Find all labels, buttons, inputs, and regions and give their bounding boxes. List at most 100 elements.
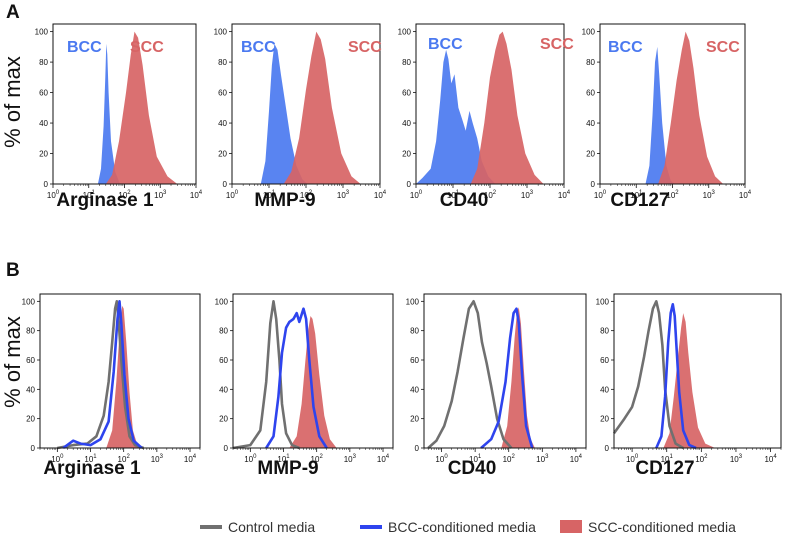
y-tick-label: 40 bbox=[218, 119, 227, 128]
y-tick-label: 80 bbox=[26, 327, 35, 336]
y-axis-label-b: % of max bbox=[0, 316, 25, 408]
label-bcc: BCC bbox=[608, 39, 643, 56]
label-scc: SCC bbox=[706, 39, 740, 56]
histogram-b-cd40: 0 20 40 60 80 100 100 101 102 103 104 CD40 bbox=[406, 293, 587, 479]
y-tick-label: 100 bbox=[596, 297, 610, 306]
label-bcc: BCC bbox=[67, 39, 102, 56]
series-line-bcc-conditioned-media bbox=[265, 307, 328, 449]
x-tick-label: 103 bbox=[536, 454, 549, 464]
histogram-a-arginase-1: 0 20 40 60 80 100 100 101 102 103 104 Arginase 1 BCC… bbox=[35, 23, 203, 211]
legend: Control media BCC-conditioned media SCC-… bbox=[200, 519, 736, 535]
y-tick-label: 80 bbox=[586, 58, 595, 67]
y-tick-label: 40 bbox=[402, 119, 411, 128]
x-axis-title: CD40 bbox=[448, 458, 497, 479]
y-tick-label: 60 bbox=[410, 356, 419, 365]
histogram-a-cd40: 0 20 40 60 80 100 100 101 102 103 104 CD40 BCC SCC bbox=[398, 23, 574, 211]
x-tick-label: 102 bbox=[118, 454, 131, 464]
y-tick-label: 100 bbox=[215, 297, 229, 306]
x-tick-label: 103 bbox=[730, 454, 743, 464]
y-tick-label: 100 bbox=[582, 28, 596, 37]
y-tick-label: 0 bbox=[223, 180, 228, 189]
y-tick-label: 60 bbox=[39, 89, 48, 98]
x-tick-label: 103 bbox=[151, 454, 164, 464]
y-tick-label: 100 bbox=[214, 28, 228, 37]
plot-frame bbox=[423, 293, 587, 449]
histogram-b-mmp-9: 0 20 40 60 80 100 100 101 102 103 104 MMP-9 bbox=[215, 293, 394, 479]
x-tick-label: 100 bbox=[244, 454, 257, 464]
legend-swatch-scc bbox=[560, 520, 582, 533]
y-tick-label: 80 bbox=[402, 58, 411, 67]
y-tick-label: 80 bbox=[600, 327, 609, 336]
plot-frame bbox=[232, 293, 394, 449]
panel-letter-b: B bbox=[6, 260, 20, 281]
series-line-control-media bbox=[427, 300, 513, 449]
plot-frame bbox=[39, 293, 201, 449]
y-tick-label: 20 bbox=[586, 150, 595, 159]
y-tick-label: 80 bbox=[218, 58, 227, 67]
y-tick-label: 40 bbox=[26, 385, 35, 394]
x-axis-title: MMP-9 bbox=[254, 190, 315, 211]
x-tick-label: 102 bbox=[503, 454, 516, 464]
label-bcc: BCC bbox=[241, 39, 276, 56]
y-tick-label: 60 bbox=[600, 356, 609, 365]
series-fill-scc-conditioned-media bbox=[663, 313, 716, 448]
y-tick-label: 0 bbox=[407, 180, 412, 189]
x-tick-label: 101 bbox=[661, 454, 674, 464]
y-tick-label: 40 bbox=[39, 119, 48, 128]
y-tick-label: 0 bbox=[31, 444, 36, 453]
x-axis-title: CD127 bbox=[610, 190, 669, 211]
y-tick-label: 80 bbox=[39, 58, 48, 67]
y-tick-label: 100 bbox=[35, 28, 49, 37]
series-fill-scc bbox=[658, 31, 724, 184]
series-fill-bcc bbox=[97, 43, 120, 184]
x-tick-label: 104 bbox=[739, 190, 752, 200]
y-tick-label: 40 bbox=[600, 385, 609, 394]
series-line-control-media bbox=[232, 300, 300, 450]
y-tick-label: 0 bbox=[44, 180, 49, 189]
x-tick-label: 100 bbox=[226, 190, 239, 200]
x-tick-label: 104 bbox=[374, 190, 387, 200]
histogram-panels: 0 20 40 60 80 100 100 101 102 103 104 Arginase 1 BCC… bbox=[22, 23, 782, 479]
series-line-bcc-conditioned-media bbox=[655, 303, 697, 450]
y-tick-label: 60 bbox=[219, 356, 228, 365]
x-tick-label: 104 bbox=[190, 190, 203, 200]
y-tick-label: 20 bbox=[410, 415, 419, 424]
y-tick-label: 0 bbox=[224, 444, 229, 453]
x-tick-label: 103 bbox=[521, 190, 534, 200]
x-tick-label: 101 bbox=[83, 190, 96, 200]
x-tick-label: 101 bbox=[630, 190, 643, 200]
y-tick-label: 40 bbox=[219, 385, 228, 394]
y-tick-label: 40 bbox=[586, 119, 595, 128]
y-tick-label: 20 bbox=[39, 150, 48, 159]
x-tick-label: 102 bbox=[300, 190, 313, 200]
x-tick-label: 101 bbox=[469, 454, 482, 464]
x-tick-label: 104 bbox=[184, 454, 197, 464]
x-axis-title: Arginase 1 bbox=[43, 458, 141, 479]
y-tick-label: 20 bbox=[218, 150, 227, 159]
y-tick-label: 100 bbox=[22, 297, 36, 306]
legend-label-bcc: BCC-conditioned media bbox=[388, 519, 536, 535]
x-tick-label: 100 bbox=[594, 190, 607, 200]
series-fill-bcc bbox=[260, 43, 308, 184]
x-tick-label: 102 bbox=[695, 454, 708, 464]
histogram-a-mmp-9: 0 20 40 60 80 100 100 101 102 103 104 MMP-9 BCC SCC bbox=[214, 23, 387, 211]
label-scc: SCC bbox=[540, 36, 574, 53]
series-fill-bcc bbox=[645, 46, 676, 185]
x-axis-title: MMP-9 bbox=[257, 458, 318, 479]
label-bcc: BCC bbox=[428, 36, 463, 53]
series-line-bcc-conditioned-media bbox=[62, 300, 143, 450]
x-axis-title: CD40 bbox=[440, 190, 489, 211]
y-tick-label: 80 bbox=[219, 327, 228, 336]
x-tick-label: 102 bbox=[484, 190, 497, 200]
y-tick-label: 60 bbox=[586, 89, 595, 98]
histogram-b-arginase-1: 0 20 40 60 80 100 100 101 102 103 104 Arginase 1 bbox=[22, 293, 201, 479]
x-tick-label: 101 bbox=[277, 454, 290, 464]
x-tick-label: 103 bbox=[154, 190, 167, 200]
legend-label-control: Control media bbox=[228, 519, 315, 535]
series-fill-scc-conditioned-media bbox=[501, 307, 535, 448]
x-tick-label: 100 bbox=[626, 454, 639, 464]
x-axis-title: Arginase 1 bbox=[56, 190, 154, 211]
x-tick-label: 101 bbox=[84, 454, 97, 464]
histogram-a-cd127: 0 20 40 60 80 100 100 101 102 103 104 CD127 BCC SCC bbox=[582, 23, 752, 211]
x-tick-label: 100 bbox=[435, 454, 448, 464]
